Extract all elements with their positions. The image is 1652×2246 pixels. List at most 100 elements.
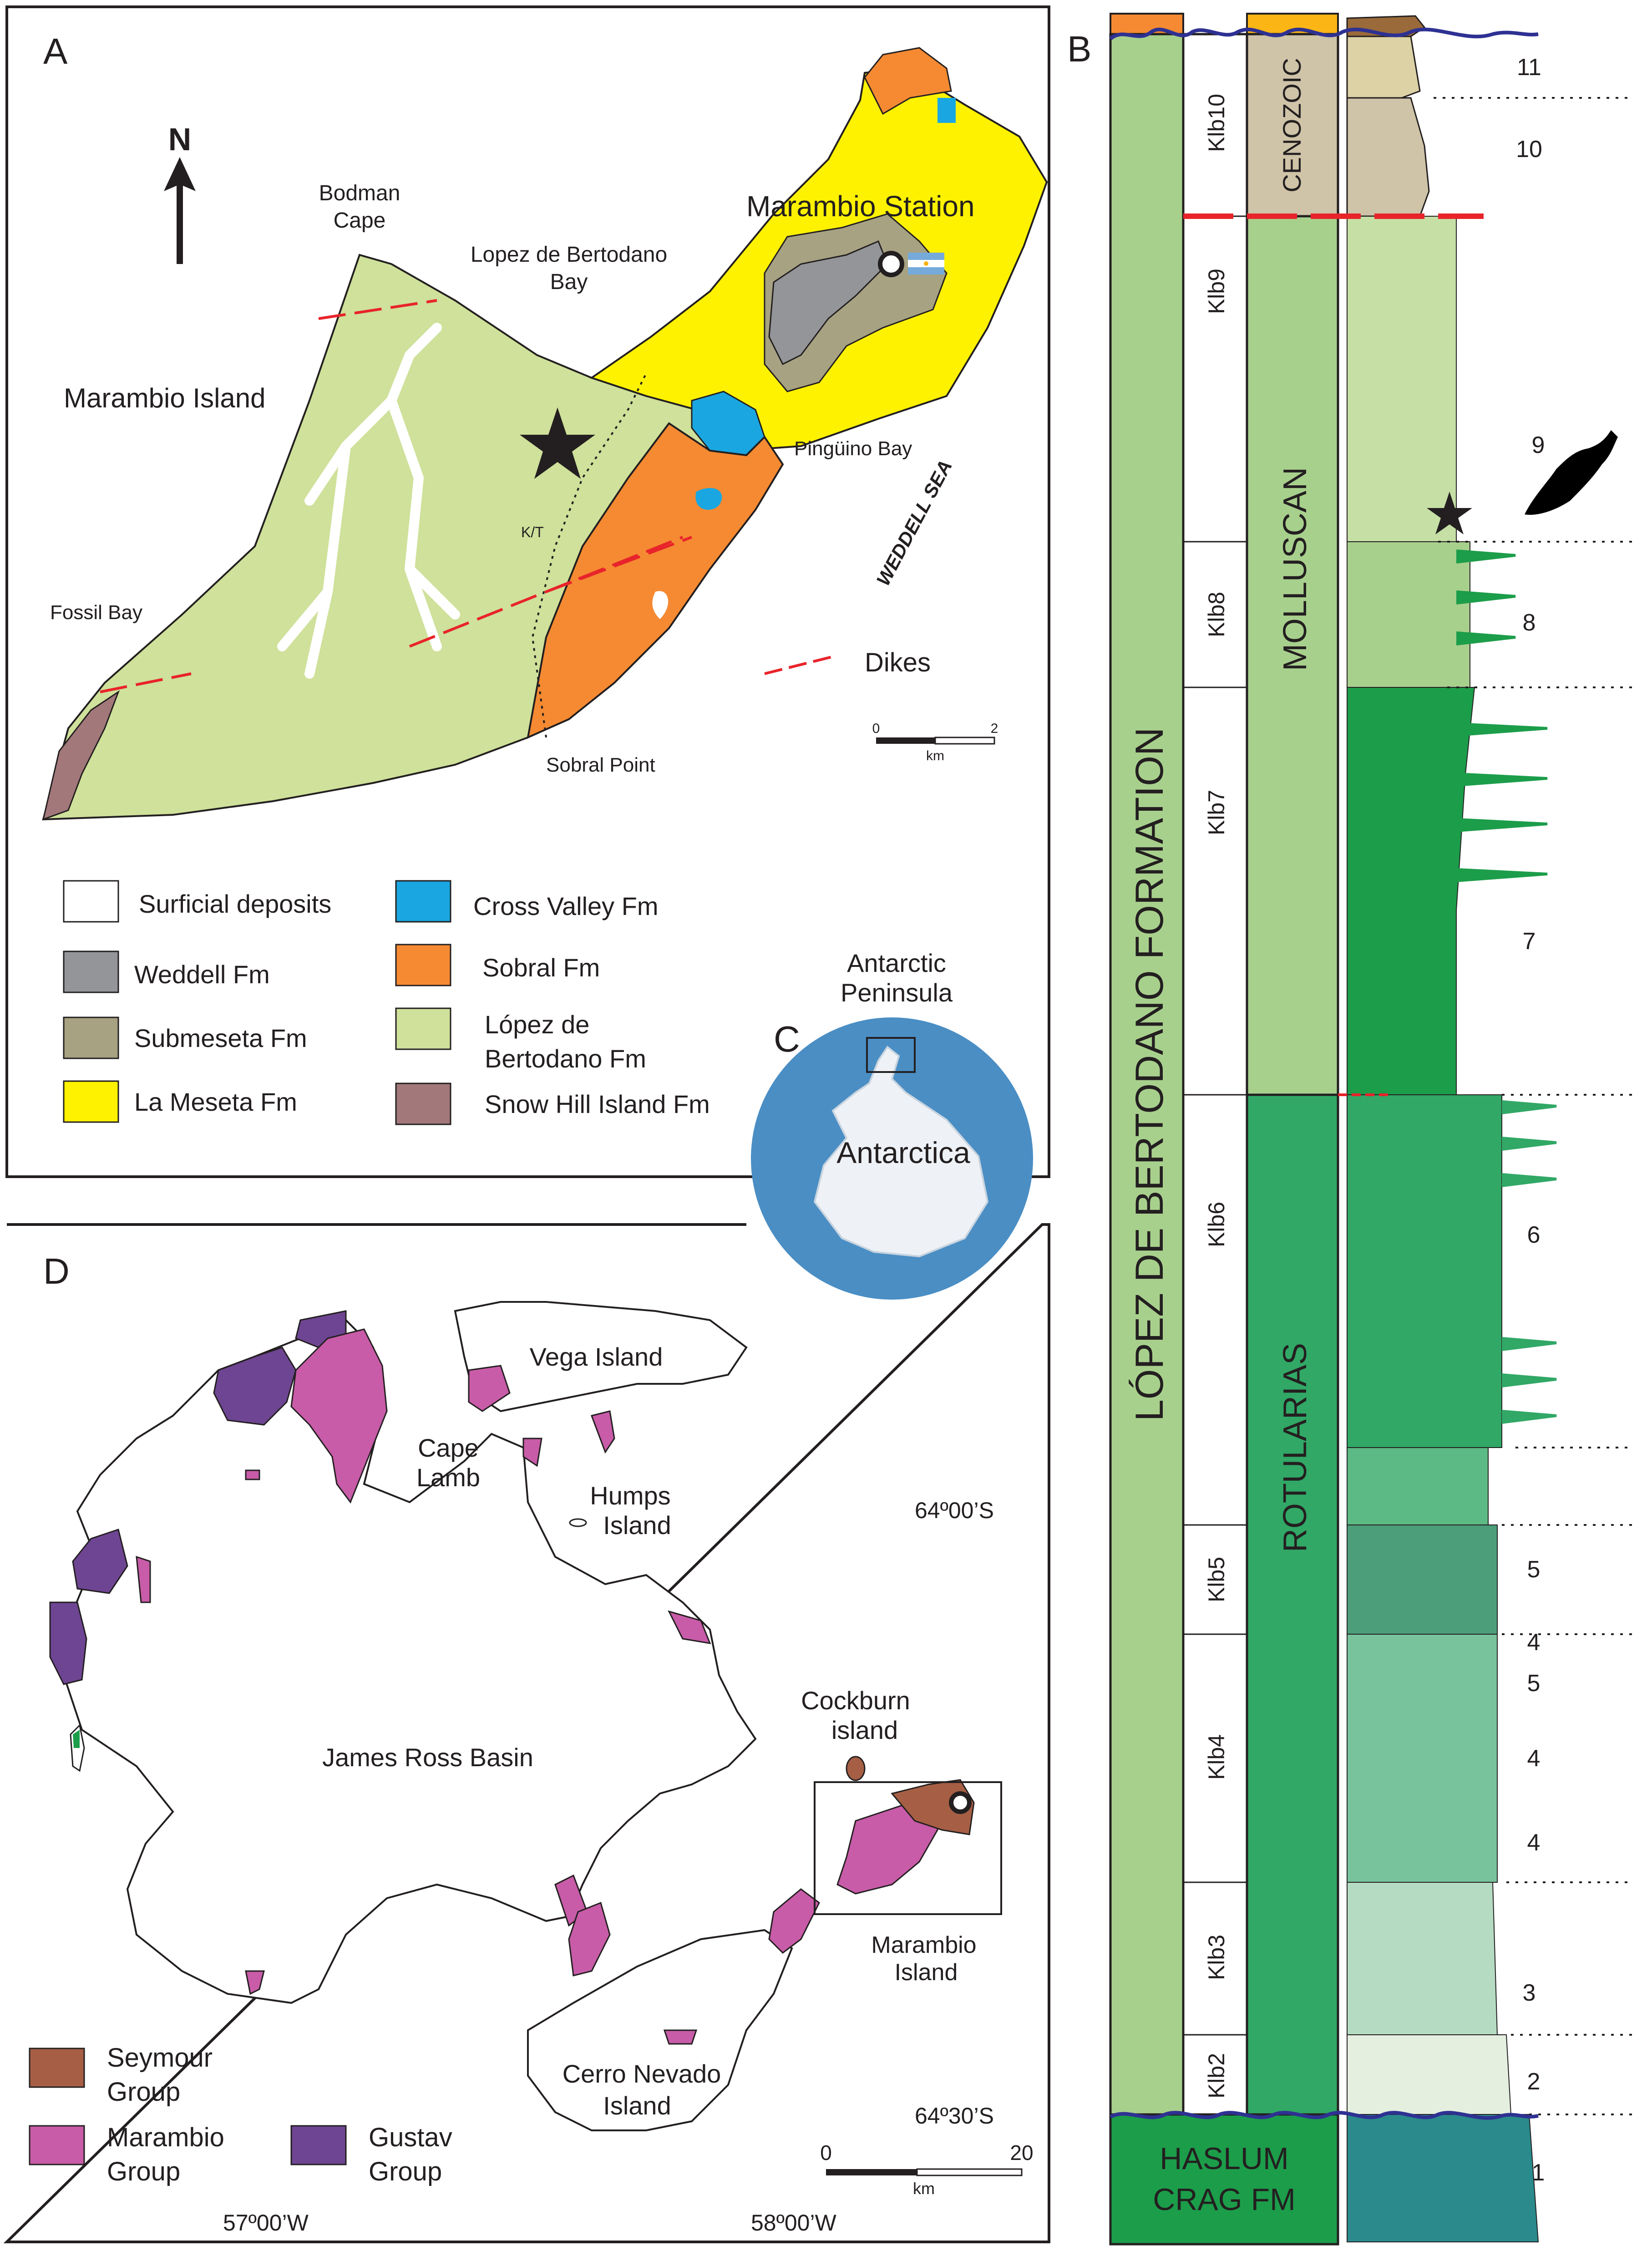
cross-valley-pond	[695, 488, 722, 510]
legend-swatch-snow-hill	[395, 1082, 451, 1125]
panel-a-scale-bar: 0 2 km	[872, 721, 998, 763]
small-island-green-patch	[73, 1730, 80, 1748]
gustav-group-area-3	[72, 1529, 128, 1594]
bodman-label: Bodman	[319, 181, 400, 205]
molluscan-box	[1246, 215, 1339, 1096]
legend-lopez-label-line1: López de	[485, 1010, 589, 1039]
bed-number-9: 9	[1532, 432, 1545, 458]
marambio-group-area-9	[768, 1888, 820, 1954]
unit-klb4: Klb4	[1204, 1734, 1229, 1780]
unconformity-top	[1109, 27, 1539, 41]
bed-number-4c: 4	[1527, 1829, 1541, 1856]
argentina-flag-icon	[908, 253, 944, 274]
north-arrow-icon	[164, 157, 196, 264]
legend-surficial-label: Surficial deposits	[139, 889, 331, 918]
peninsula-box	[866, 1037, 916, 1073]
surficial-patch	[652, 591, 669, 619]
bed-number-1: 1	[1532, 2160, 1545, 2186]
legend-swatch-lopez	[395, 1007, 451, 1050]
bed-number-4b: 4	[1527, 1745, 1541, 1772]
pinguino-bay-label: Pingüino Bay	[794, 437, 912, 460]
marambio-group-area-2	[468, 1365, 511, 1412]
bed-number-5a: 5	[1527, 1556, 1541, 1583]
marambio-group-area-12	[663, 2029, 698, 2045]
bed-number-6: 6	[1527, 1222, 1541, 1248]
unit-klb3: Klb3	[1204, 1935, 1229, 1980]
lopez-bay-label-line1: Lopez de Bertodano	[471, 243, 667, 267]
marambio-station-label: Marambio Station	[746, 190, 975, 223]
panel-d-letter: D	[43, 1251, 70, 1291]
panel-b-letter: B	[1067, 29, 1091, 69]
haslum-label-line1: HASLUM	[1160, 2141, 1288, 2176]
unit-column	[1182, 33, 1248, 2116]
weddell-fm-area	[768, 240, 888, 366]
lopez-bay-label-line2: Bay	[550, 270, 588, 294]
legend-seymour-line2: Group	[107, 2077, 180, 2107]
panel-c-letter: C	[774, 1019, 800, 1059]
bed-number-3: 3	[1523, 1980, 1536, 2006]
marambio-d-label-line2: Island	[895, 1959, 958, 1986]
scale-d-unit: km	[913, 2179, 935, 2198]
marambio-group-area-4	[522, 1438, 542, 1467]
marambio-group-area-10	[836, 1797, 938, 1895]
panel-a-legend: Surficial deposits Weddell Fm Submeseta …	[63, 880, 710, 1125]
bed-number-4a: 4	[1527, 1629, 1541, 1656]
legend-la-meseta-label: La Meseta Fm	[134, 1087, 297, 1116]
panel-d-map: D Vega Island	[3, 1223, 1050, 2243]
gustav-group-area-1	[213, 1347, 297, 1426]
lon-57-label: 57º00’W	[223, 2210, 309, 2236]
dikes-legend-symbol	[764, 654, 838, 675]
legend-seymour-line1: Seymour	[107, 2043, 213, 2073]
dikes-lines	[100, 299, 693, 693]
scale-d-start: 0	[820, 2141, 832, 2165]
north-label: N	[168, 122, 192, 157]
haslum-crag-box	[1109, 2113, 1339, 2246]
legend-swatch-la-meseta	[63, 1080, 119, 1123]
fossil-bay-label: Fossil Bay	[50, 601, 142, 624]
rotularias-box	[1246, 1093, 1339, 2116]
kt-label: K/T	[521, 524, 544, 540]
marambio-station-marker-d-icon	[949, 1791, 972, 1814]
marambio-group-area-3	[591, 1410, 615, 1454]
legend-swatch-cross-valley	[395, 880, 451, 923]
unit-klb10: Klb10	[1204, 94, 1229, 152]
gustav-group-area-4	[49, 1601, 87, 1685]
panel-d-legend: Seymour Group Marambio Group Gustav Grou…	[29, 2043, 452, 2186]
james-ross-basin-label: James Ross Basin	[322, 1743, 533, 1772]
panel-c-globe: C Antarctic Peninsula Antarctica	[751, 949, 1033, 1300]
unit-klb2: Klb2	[1204, 2053, 1229, 2099]
panel-b-stratigraphy: B HASLUM CRAG FM LÓPEZ DE BERTODANO FORM…	[1067, 13, 1634, 2246]
scale-d-end: 20	[1010, 2141, 1033, 2165]
scale-a-start: 0	[872, 721, 880, 736]
cerro-nevado-label-line1: Cerro Nevado	[562, 2059, 721, 2088]
legend-submeseta-label: Submeseta Fm	[134, 1024, 307, 1052]
scale-a-unit: km	[926, 748, 944, 763]
mosasaur-silhouette-icon	[1525, 430, 1618, 515]
legend-swatch-marambio	[29, 2125, 85, 2165]
unit-dividers	[1183, 215, 1247, 2036]
antarctic-peninsula-label-line1: Antarctic	[847, 949, 946, 977]
unconformity-bottom	[1110, 2111, 1539, 2120]
antarctica-landmass	[813, 1046, 989, 1258]
dikes-label: Dikes	[865, 648, 931, 677]
formation-label: LÓPEZ DE BERTODANO FORMATION	[1128, 727, 1171, 1421]
fossil-site-star-icon	[520, 407, 595, 479]
panel-a-map: A N	[5, 5, 1050, 1178]
cross-valley-north-patch	[937, 98, 956, 123]
marambio-d-label-line1: Marambio	[871, 1932, 976, 1958]
legend-gustav-line1: Gustav	[369, 2123, 452, 2152]
lat-64-30-label: 64º30’S	[915, 2103, 994, 2129]
bed-boundaries	[1434, 97, 1634, 2115]
bed-number-5b: 5	[1527, 1670, 1541, 1697]
vega-island-label: Vega Island	[530, 1342, 663, 1371]
humps-island-label-line1: Humps	[590, 1481, 670, 1510]
legend-swatch-weddell	[63, 950, 119, 993]
legend-weddell-label: Weddell Fm	[134, 960, 270, 989]
lat-64-00-label: 64º00’S	[915, 1498, 994, 1523]
marambio-group-area-5	[136, 1555, 151, 1603]
marambio-station-marker-icon	[878, 251, 904, 277]
marambio-inset-box	[814, 1781, 1002, 1915]
lon-58-label: 58º00’W	[751, 2210, 837, 2236]
marambio-group-area-13	[245, 1469, 260, 1480]
humps-islet	[569, 1518, 587, 1527]
